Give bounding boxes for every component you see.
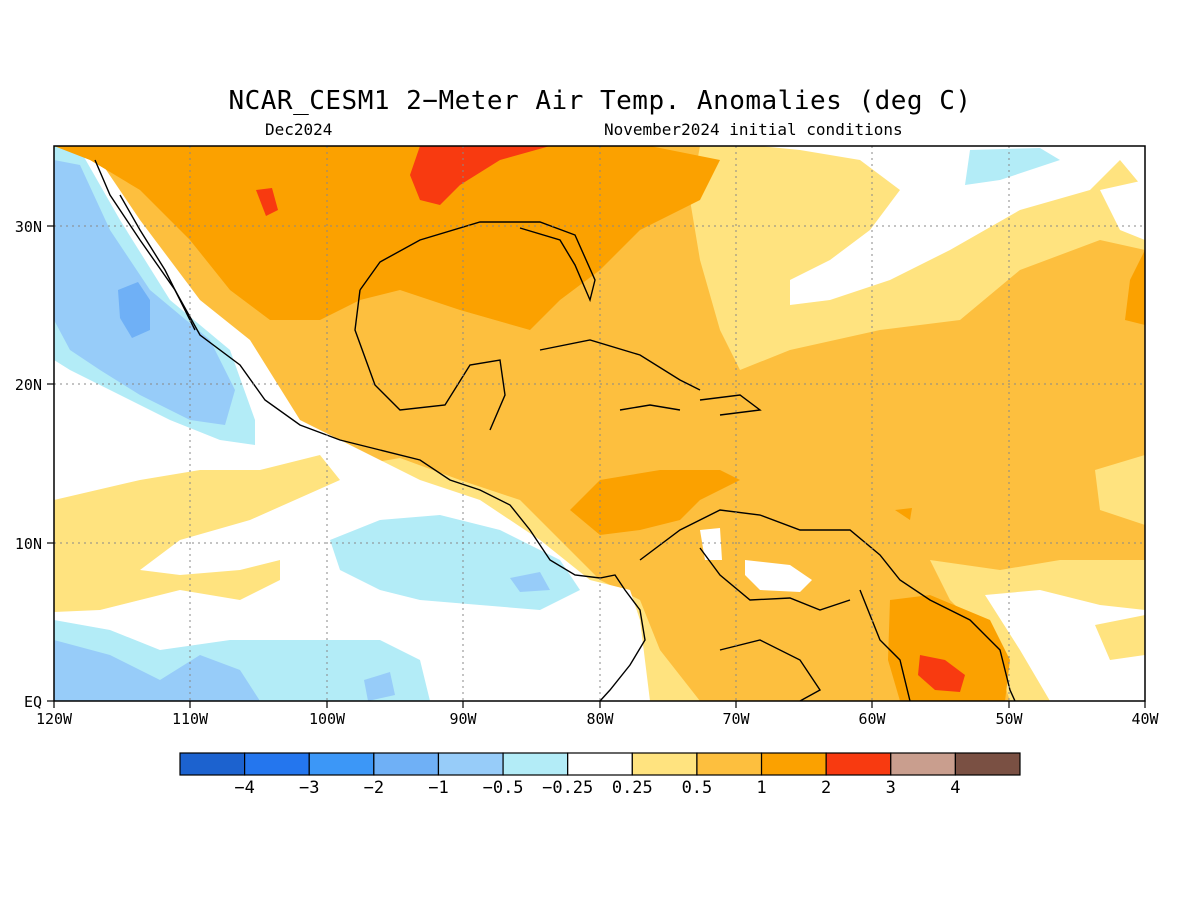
colorbar-label: −0.5: [483, 778, 524, 798]
colorbar-swatch: [890, 752, 956, 776]
colorbar-swatch: [373, 752, 440, 776]
colorbar-label: 0.5: [682, 778, 713, 798]
hot-spot-mississippi: [410, 146, 550, 205]
colorbar-label: 2: [821, 778, 831, 798]
x-tick-label: 120W: [36, 710, 73, 728]
x-tick-label: 60W: [858, 710, 886, 728]
x-tick-label: 40W: [1131, 710, 1159, 728]
x-tick-label: 80W: [586, 710, 614, 728]
colorbar-swatch: [244, 752, 310, 776]
initial-conditions-label: November2024 initial conditions: [604, 120, 903, 139]
y-tick-label: 20N: [15, 376, 42, 394]
axis-ticks: [47, 225, 1146, 708]
y-tick-label: 30N: [15, 218, 42, 236]
graticule: [54, 146, 1145, 701]
y-axis-labels: EQ 10N 20N 30N: [15, 218, 42, 711]
colorbar-label: −0.25: [542, 778, 593, 798]
colorbar-swatch: [696, 752, 763, 776]
y-tick-label: EQ: [24, 693, 42, 711]
colorbar-label: −2: [364, 778, 384, 798]
y-tick-label: 10N: [15, 535, 42, 553]
x-tick-label: 110W: [172, 710, 209, 728]
x-axis-labels: 120W 110W 100W 90W 80W 70W 60W 50W 40W: [36, 710, 1160, 728]
colorbar-label: −4: [234, 778, 254, 798]
forecast-month: Dec2024: [265, 120, 333, 139]
x-tick-label: 50W: [995, 710, 1023, 728]
x-tick-label: 100W: [309, 710, 346, 728]
warm-region-caribbean: [570, 470, 740, 535]
colorbar-swatch: [308, 752, 375, 776]
colorbar-label: 4: [950, 778, 960, 798]
coastlines: [94, 159, 1016, 701]
warm-region-north: [54, 146, 720, 330]
colorbar-swatch: [567, 752, 633, 776]
colorbar-label: 3: [886, 778, 896, 798]
colorbar-swatch: [631, 752, 698, 776]
colorbar-label: −3: [299, 778, 319, 798]
colorbar-swatch: [437, 752, 504, 776]
colorbar-swatch: [954, 752, 1021, 776]
chart-title: NCAR_CESM1 2−Meter Air Temp. Anomalies (…: [228, 86, 972, 116]
colorbar-label: −1: [428, 778, 448, 798]
hot-spot-suriname: [918, 655, 965, 692]
x-tick-label: 70W: [722, 710, 750, 728]
colorbar-swatch: [179, 752, 246, 776]
colorbar: −4 −3 −2 −1 −0.5 −0.25 0.25 0.5 1 2 3 4: [179, 752, 1021, 798]
colorbar-swatch: [825, 752, 892, 776]
colorbar-swatch: [502, 752, 569, 776]
anomaly-fill-layer: [54, 146, 1145, 701]
colorbar-swatch: [760, 752, 827, 776]
x-tick-label: 90W: [449, 710, 477, 728]
colorbar-label: 1: [756, 778, 766, 798]
colorbar-label: 0.25: [612, 778, 653, 798]
